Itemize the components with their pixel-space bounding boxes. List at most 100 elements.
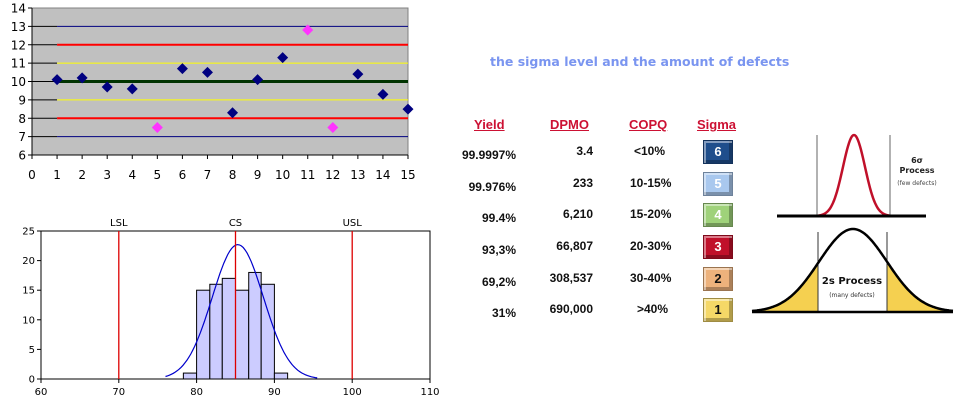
two-sigma-process: 2s Process (many defects) (751, 227, 954, 314)
x-tick-label: 5 (154, 168, 162, 182)
x-tick-label: 3 (103, 168, 111, 182)
data-point (377, 88, 389, 100)
x-tick-label: 70 (112, 387, 125, 398)
y-tick-label: 7 (18, 130, 26, 144)
y-tick-label: 6 (18, 149, 26, 163)
x-tick-label: 80 (190, 387, 203, 398)
six-sigma-curve (817, 133, 891, 217)
sigma-level-badge: 1 (703, 298, 733, 322)
header-copq: COPQ (629, 117, 668, 132)
cell-dpmo: 66,807 (556, 239, 593, 253)
six-sigma-note: (few defects) (897, 180, 936, 187)
y-tick-label: 11 (11, 57, 26, 71)
y-tick-label: 10 (22, 315, 35, 326)
cell-yield: 93,3% (481, 243, 516, 257)
x-tick-label: 90 (268, 387, 281, 398)
data-point (176, 63, 188, 75)
y-tick-label: 14 (11, 2, 26, 16)
out-of-control-point (327, 121, 339, 133)
histogram-bar (260, 283, 275, 380)
x-tick-label: 8 (229, 168, 237, 182)
out-of-control-point (151, 121, 163, 133)
y-tick-label: 9 (18, 93, 26, 107)
six-sigma-process-label: Process (900, 166, 935, 175)
cell-copq: >40% (637, 302, 669, 316)
histogram-bar (273, 372, 289, 380)
cell-copq: 10-15% (630, 176, 672, 190)
histogram-chart: LSL CS USL 0 5 10 15 20 25 60 70 80 90 100 110 (22, 218, 439, 398)
header-yield: Yield (474, 117, 505, 132)
cell-copq: 15-20% (630, 207, 672, 221)
cell-yield: 99.4% (481, 211, 516, 225)
data-point (227, 107, 239, 119)
cell-yield: 31% (491, 306, 516, 320)
data-point (402, 103, 414, 115)
y-tick-label: 10 (11, 75, 26, 89)
data-point (252, 74, 264, 86)
x-tick-label: 12 (325, 168, 340, 182)
x-tick-label: 100 (343, 387, 362, 398)
x-tick-label: 1 (53, 168, 61, 182)
x-tick-label: 15 (400, 168, 415, 182)
data-point (277, 52, 289, 64)
two-sigma-curve (751, 227, 954, 313)
x-tick-label: 13 (350, 168, 365, 182)
spec-label-usl: USL (343, 218, 363, 229)
cell-dpmo: 690,000 (549, 302, 593, 316)
histogram-bar (196, 289, 211, 380)
histogram-bar (182, 372, 198, 380)
spec-label-cs: CS (229, 218, 242, 229)
cell-dpmo: 6,210 (562, 207, 593, 221)
x-tick-label: 11 (300, 168, 315, 182)
x-tick-label: 60 (35, 387, 48, 398)
x-tick-label: 110 (420, 387, 439, 398)
cell-copq: 30-40% (630, 271, 672, 285)
x-tick-label: 9 (254, 168, 262, 182)
sigma-level-badge: 4 (703, 203, 733, 227)
histogram-bar (235, 289, 250, 380)
sigma-level-badge: 5 (703, 172, 733, 196)
cell-yield: 99.9997% (461, 148, 516, 162)
cell-yield: 99.976% (468, 180, 516, 194)
x-tick-label: 4 (128, 168, 136, 182)
two-sigma-label: 2s Process (822, 276, 882, 287)
cell-dpmo: 3.4 (576, 144, 593, 158)
y-tick-label: 25 (22, 227, 35, 238)
data-point (51, 74, 63, 86)
x-tick-label: 2 (78, 168, 86, 182)
normal-curve (165, 243, 318, 379)
x-tick-label: 6 (179, 168, 187, 182)
six-sigma-process: 6σ Process (few defects) (777, 133, 937, 218)
sigma-level-badge: 3 (703, 235, 733, 259)
cell-yield: 69,2% (481, 275, 516, 289)
cell-dpmo: 308,537 (549, 271, 593, 285)
header-dpmo: DPMO (550, 117, 589, 132)
x-tick-label: 7 (204, 168, 212, 182)
two-sigma-note: (many defects) (829, 292, 875, 299)
histogram-bar (248, 271, 262, 380)
data-point (126, 83, 138, 95)
process-distribution-diagram: 6σ Process (few defects) 2s Process (man… (751, 133, 954, 314)
table-title: the sigma level and the amount of defect… (490, 54, 790, 69)
y-tick-label: 8 (18, 112, 26, 126)
two-sigma-left-tail (752, 263, 818, 312)
header-sigma: Sigma (697, 117, 737, 132)
spec-label-lsl: LSL (110, 218, 128, 229)
sigma-level-badge: 6 (703, 140, 733, 164)
y-tick-label: 20 (22, 256, 35, 267)
y-tick-label: 0 (29, 375, 35, 386)
cell-dpmo: 233 (572, 176, 593, 190)
cell-copq: <10% (634, 144, 666, 158)
data-point (201, 66, 213, 78)
data-point (352, 68, 364, 80)
data-point (76, 72, 88, 84)
y-tick-label: 5 (29, 345, 35, 356)
histogram-bar (221, 277, 237, 380)
six-sigma-label: 6σ (911, 156, 923, 165)
two-sigma-right-tail (887, 261, 953, 312)
x-tick-label: 0 (28, 168, 36, 182)
y-tick-label: 13 (11, 20, 26, 34)
x-tick-label: 10 (275, 168, 290, 182)
y-tick-label: 15 (22, 286, 35, 297)
